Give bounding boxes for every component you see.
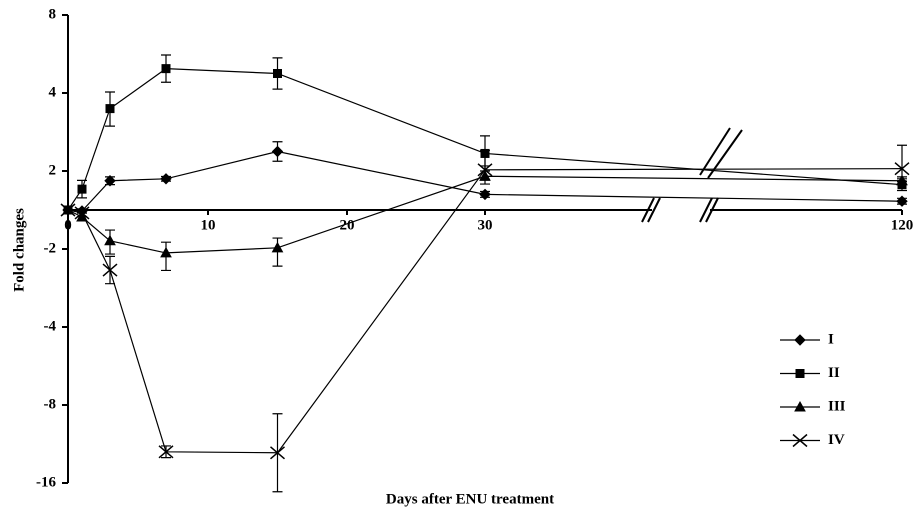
error-bar bbox=[897, 144, 907, 183]
x-tick-label: 120 bbox=[891, 217, 914, 233]
marker bbox=[160, 246, 172, 258]
axis-break bbox=[705, 197, 719, 223]
marker bbox=[161, 64, 171, 74]
legend-marker bbox=[794, 334, 806, 346]
marker bbox=[104, 175, 116, 187]
legend-label: I bbox=[828, 331, 834, 347]
marker bbox=[271, 145, 284, 158]
x-tick-label: 0 bbox=[64, 217, 72, 233]
legend-marker bbox=[792, 433, 808, 448]
marker bbox=[273, 69, 282, 78]
y-axis-label: Fold changes bbox=[11, 208, 27, 292]
marker bbox=[158, 445, 174, 459]
x-tick-label: 30 bbox=[478, 217, 493, 233]
marker bbox=[160, 173, 172, 185]
legend-marker bbox=[795, 369, 805, 378]
marker bbox=[894, 162, 910, 176]
marker bbox=[271, 241, 284, 253]
legend-label: IV bbox=[828, 432, 845, 448]
legend-label: III bbox=[828, 398, 846, 414]
y-tick-label: -8 bbox=[44, 396, 57, 412]
marker bbox=[74, 206, 90, 220]
y-tick-label: 8 bbox=[49, 6, 57, 22]
y-tick-label: -4 bbox=[44, 318, 57, 334]
y-tick-label: 2 bbox=[49, 162, 57, 178]
marker bbox=[77, 184, 87, 194]
x-axis-label: Days after ENU treatment bbox=[386, 491, 554, 507]
marker bbox=[102, 263, 118, 277]
marker bbox=[104, 234, 116, 246]
marker bbox=[896, 195, 908, 207]
y-tick-label: 4 bbox=[49, 84, 57, 100]
marker bbox=[105, 104, 115, 114]
y-tick-label: -16 bbox=[36, 474, 56, 490]
legend-label: II bbox=[828, 365, 840, 381]
marker bbox=[60, 203, 76, 217]
y-tick-label: -2 bbox=[44, 240, 57, 256]
marker bbox=[477, 163, 493, 177]
x-tick-label: 20 bbox=[340, 217, 355, 233]
line-break bbox=[699, 127, 731, 176]
legend-marker bbox=[794, 400, 806, 412]
error-bar bbox=[480, 149, 490, 181]
marker bbox=[270, 446, 285, 460]
axis-break-gap bbox=[652, 207, 710, 213]
x-tick-label: 10 bbox=[201, 217, 216, 233]
axis-break bbox=[647, 197, 661, 223]
marker bbox=[479, 188, 491, 201]
axis-break bbox=[641, 197, 655, 223]
axis-break bbox=[699, 197, 713, 223]
